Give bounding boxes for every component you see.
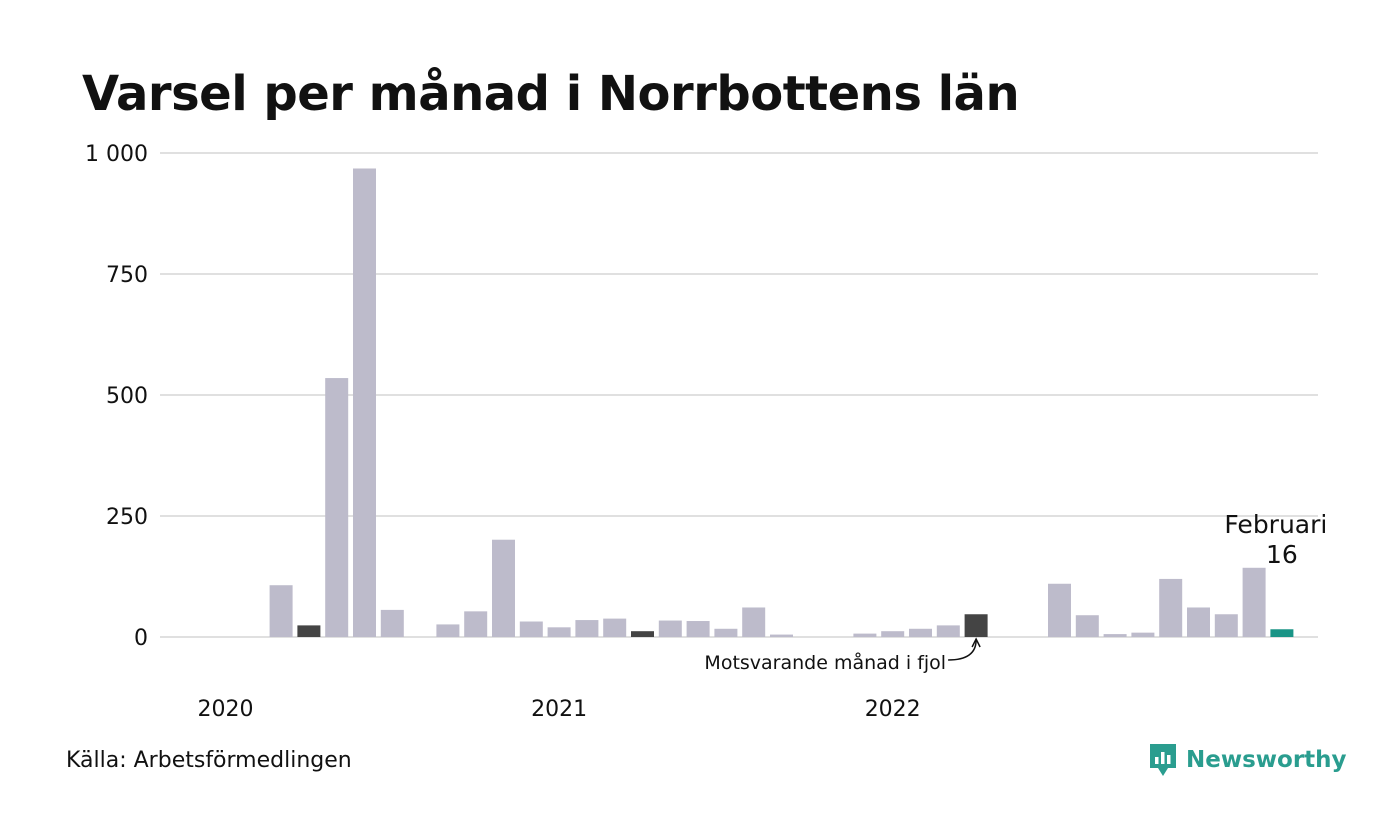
bar <box>1270 629 1294 637</box>
bar <box>1103 634 1127 637</box>
bar <box>464 611 488 637</box>
arrow-head <box>971 637 981 648</box>
brand-name: Newsworthy <box>1186 747 1347 773</box>
bar <box>1159 578 1183 637</box>
bar <box>1075 615 1099 637</box>
bar <box>575 620 599 637</box>
bar <box>547 627 571 637</box>
bar <box>1048 583 1071 637</box>
bar <box>1242 567 1266 637</box>
bar <box>686 621 710 637</box>
bar <box>436 624 460 637</box>
bar <box>658 620 682 637</box>
chart-title: Varsel per månad i Norrbottens län <box>82 66 1020 122</box>
x-tick-label: 2022 <box>865 697 921 722</box>
newsworthy-logo-icon <box>1150 744 1176 776</box>
bar <box>936 625 960 637</box>
bar <box>325 378 349 637</box>
bar <box>1214 614 1238 637</box>
bar <box>269 585 293 637</box>
y-tick-label: 500 <box>106 384 148 409</box>
y-tick-label: 0 <box>134 626 148 651</box>
bar <box>631 631 654 637</box>
bar <box>353 168 376 637</box>
x-tick-label: 2020 <box>198 697 254 722</box>
bar <box>964 614 988 637</box>
y-axis-ticks: 0 250 500 750 1 000 <box>85 142 148 651</box>
previous-year-arrow <box>948 639 977 661</box>
bar <box>1131 632 1155 637</box>
y-tick-label: 750 <box>106 263 148 288</box>
current-month-value: 16 <box>1266 540 1298 569</box>
bar <box>380 609 404 637</box>
bar <box>1187 607 1210 637</box>
source-label: Källa: Arbetsförmedlingen <box>66 748 352 773</box>
bar <box>519 621 543 637</box>
bar <box>714 628 738 637</box>
brand-logo: Newsworthy <box>1148 742 1347 778</box>
bar <box>492 539 515 637</box>
bar <box>881 631 905 637</box>
y-tick-label: 250 <box>106 505 148 530</box>
bar <box>603 618 627 637</box>
current-month-label: Februari <box>1224 510 1327 539</box>
y-tick-label: 1 000 <box>85 142 148 167</box>
bars <box>269 168 1294 637</box>
bar <box>853 633 877 637</box>
previous-year-label: Motsvarande månad i fjol <box>704 651 946 674</box>
bar <box>770 634 793 637</box>
bar <box>909 628 932 637</box>
x-axis-ticks: 2020 2021 2022 <box>198 697 921 722</box>
x-tick-label: 2021 <box>531 697 587 722</box>
bar <box>742 607 766 637</box>
bar <box>297 625 321 637</box>
